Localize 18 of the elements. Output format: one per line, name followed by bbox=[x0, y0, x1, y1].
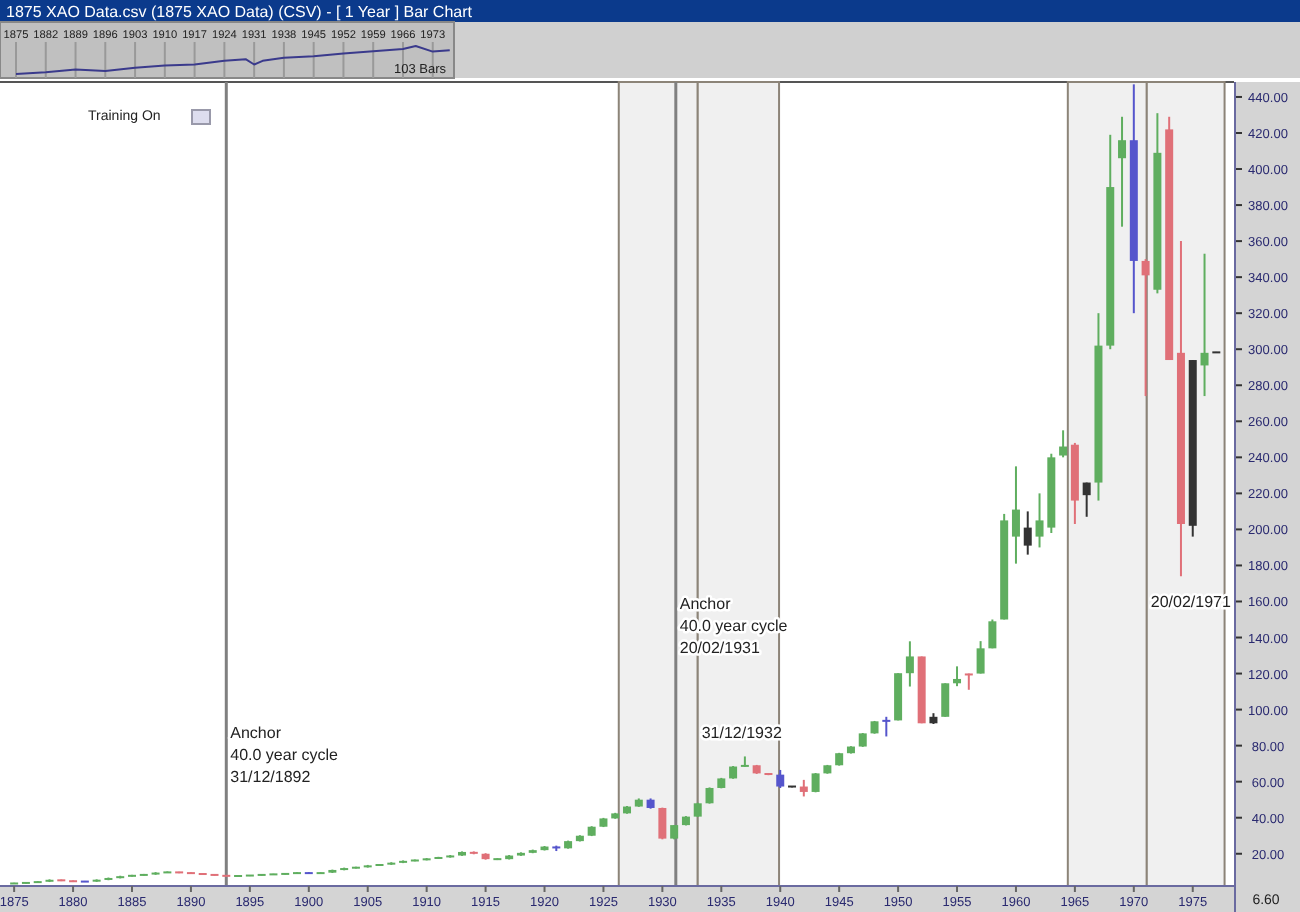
candlestick bbox=[964, 672, 973, 691]
candlestick bbox=[905, 640, 914, 688]
candlestick bbox=[988, 618, 997, 650]
candlestick bbox=[1118, 115, 1127, 228]
candlestick bbox=[976, 640, 985, 675]
candlestick bbox=[1200, 252, 1209, 398]
chart-title: 1875 XAO Data.csv (1875 XAO Data) (CSV) - [ 1 Year ] Bar Chart bbox=[6, 3, 474, 21]
candlestick bbox=[1023, 510, 1032, 556]
candlestick bbox=[776, 768, 785, 789]
candlestick bbox=[1082, 481, 1091, 518]
candlestick bbox=[1011, 465, 1020, 565]
candlestick bbox=[894, 672, 903, 722]
candlestick bbox=[1059, 429, 1068, 459]
candlestick bbox=[882, 715, 891, 738]
candlestick bbox=[941, 682, 950, 718]
candlestick bbox=[1141, 258, 1150, 398]
candlestick bbox=[953, 665, 962, 688]
annotation: Anchor 40.0 year cycle 31/12/1892 bbox=[230, 724, 339, 787]
